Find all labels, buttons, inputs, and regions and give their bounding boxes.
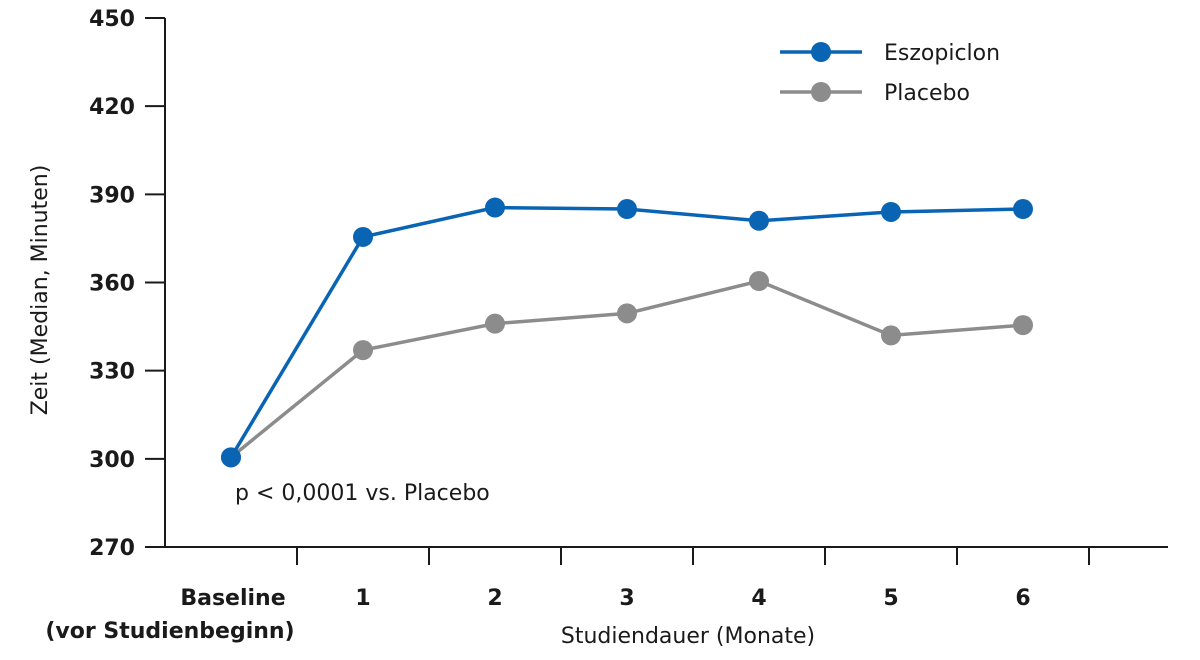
data-point <box>1013 199 1033 220</box>
x-tick-label: 5 <box>883 586 898 611</box>
legend: Eszopiclon Placebo <box>780 41 1000 106</box>
x-tick-label: Baseline <box>180 586 285 611</box>
y-tick-label: 270 <box>89 536 135 561</box>
data-point <box>221 447 241 468</box>
data-point <box>485 313 505 334</box>
x-tick-label: 6 <box>1015 586 1030 611</box>
x-tick-label: 3 <box>619 586 634 611</box>
significance-annotation: p < 0,0001 vs. Placebo <box>235 481 490 506</box>
x-tick-sublabel: (vor Studienbeginn) <box>45 619 294 644</box>
series-placebo <box>221 271 1033 468</box>
data-point <box>749 271 769 292</box>
data-point <box>617 303 637 324</box>
x-axis-title: Studiendauer (Monate) <box>561 624 815 649</box>
y-tick-label: 390 <box>89 183 135 208</box>
x-ticks: Baseline 1 2 3 4 5 6 <box>180 547 1090 611</box>
y-tick-label: 300 <box>89 448 135 473</box>
axes <box>164 18 1168 548</box>
series-eszopiclon <box>221 197 1033 468</box>
y-tick-label: 420 <box>89 95 135 120</box>
data-point <box>617 199 637 220</box>
series-line <box>229 205 1024 459</box>
x-tick-label: 1 <box>355 586 370 611</box>
y-tick-label: 450 <box>89 7 135 32</box>
series-group <box>221 197 1033 468</box>
x-tick-label: 2 <box>487 586 502 611</box>
legend-marker <box>811 42 831 62</box>
data-point <box>749 210 769 231</box>
data-point <box>353 226 373 247</box>
y-tick-label: 360 <box>89 272 135 297</box>
data-point <box>1013 315 1033 336</box>
legend-label: Eszopiclon <box>884 41 1000 66</box>
data-point <box>353 340 373 361</box>
y-axis-title: Zeit (Median, Minuten) <box>28 165 53 416</box>
data-point <box>485 197 505 218</box>
x-tick-label: 4 <box>751 586 766 611</box>
legend-label: Placebo <box>884 81 970 106</box>
y-tick-label: 330 <box>89 360 135 385</box>
data-point <box>881 325 901 346</box>
data-point <box>881 201 901 222</box>
legend-marker <box>811 82 831 102</box>
y-ticks: 270 300 330 360 390 420 450 <box>89 7 165 561</box>
